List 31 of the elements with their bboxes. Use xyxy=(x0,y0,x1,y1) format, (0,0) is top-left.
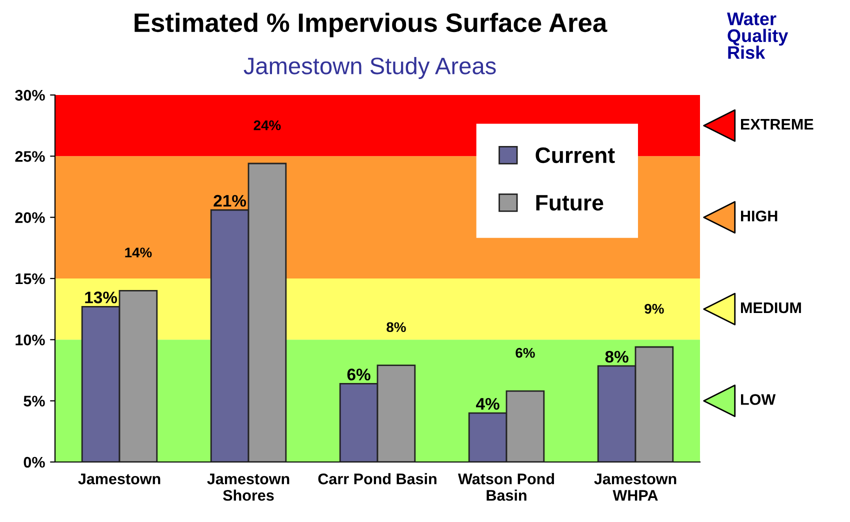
band-label: MEDIUM xyxy=(741,302,801,314)
y-tick-label: 0% xyxy=(24,456,45,468)
x-tick-label: Jamestown Shores xyxy=(207,474,290,501)
y-tick-label: 20% xyxy=(15,212,45,224)
band-label: HIGH xyxy=(741,210,778,222)
data-label: 6% xyxy=(516,348,535,358)
band-label: LOW xyxy=(741,394,776,405)
x-tick-label: Jamestown WHPA xyxy=(594,474,676,501)
data-label: 8% xyxy=(386,322,406,332)
data-label: 6% xyxy=(347,368,370,380)
text: Water Quality Risk xyxy=(727,12,788,59)
legend-label: Current xyxy=(536,147,615,164)
x-tick-label: Carr Pond Basin xyxy=(318,473,436,484)
data-label: 8% xyxy=(605,350,628,363)
chart-title: Estimated % Impervious Surface Area xyxy=(134,12,608,38)
band-label: EXTREME xyxy=(741,119,814,130)
data-label: 9% xyxy=(644,304,664,314)
data-label: 14% xyxy=(125,248,152,258)
y-tick-label: 15% xyxy=(16,273,45,284)
data-label: 24% xyxy=(254,120,281,130)
chart-subtitle: Jamestown Study Areas xyxy=(244,56,496,80)
x-tick-label: Jamestown xyxy=(78,474,160,484)
data-label: 13% xyxy=(85,292,118,304)
y-tick-label: 5% xyxy=(24,396,45,407)
data-label: 4% xyxy=(476,398,500,410)
data-label: 21% xyxy=(214,194,246,207)
legend-label: Future xyxy=(536,195,604,211)
x-tick-label: Watson Pond Basin xyxy=(458,473,554,501)
y-tick-label: 30% xyxy=(15,90,45,101)
y-tick-label: 25% xyxy=(15,151,45,162)
y-tick-label: 10% xyxy=(16,334,45,346)
